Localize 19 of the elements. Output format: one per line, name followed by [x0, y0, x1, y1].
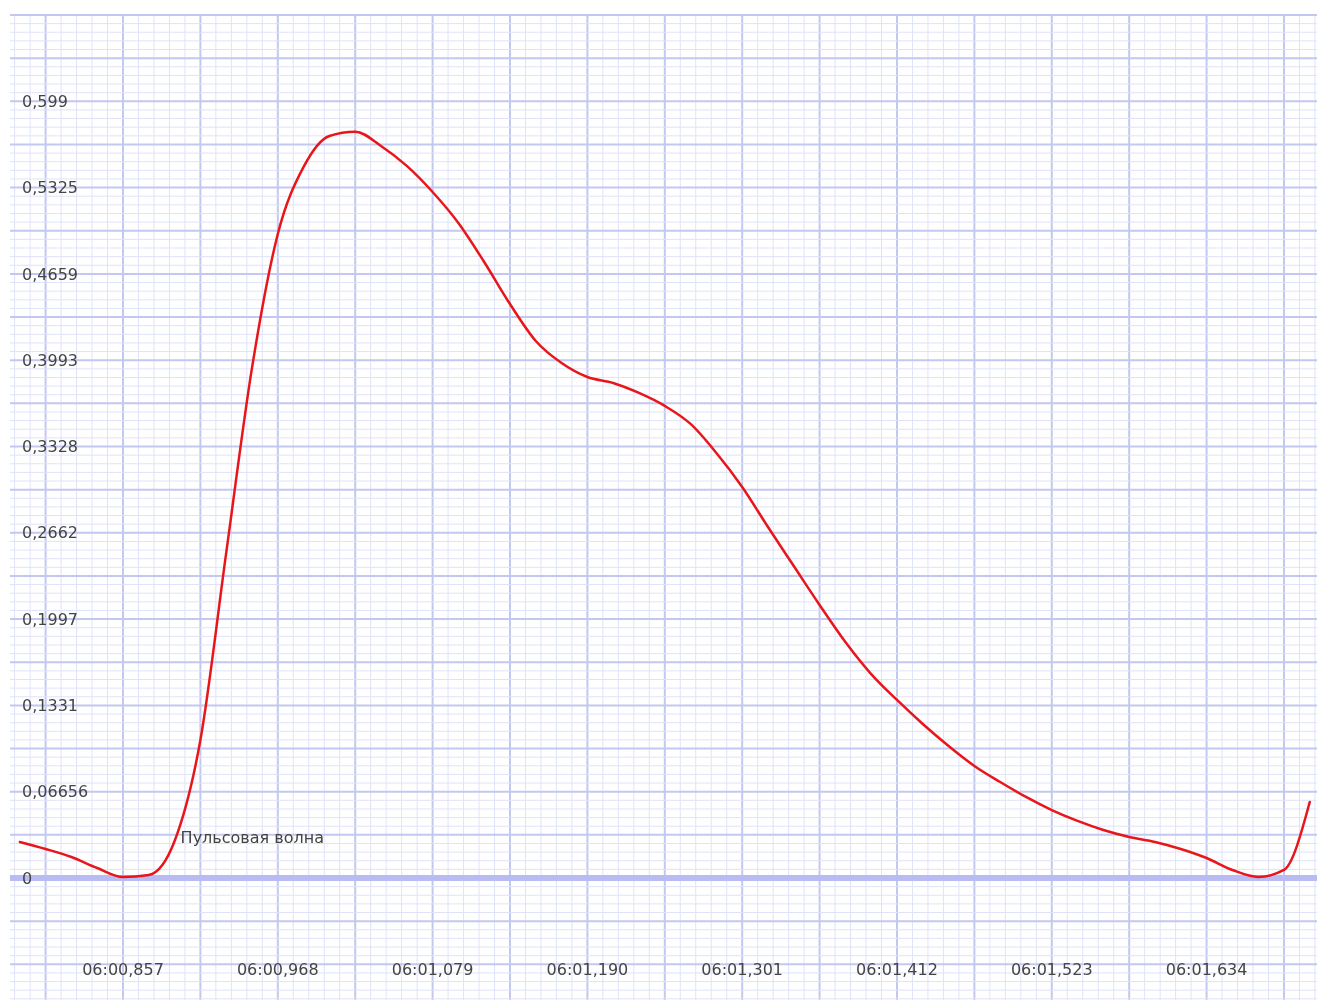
- x-tick-label: 06:01,412: [856, 959, 938, 979]
- x-tick-label: 06:01,301: [701, 959, 784, 979]
- y-tick-label: 0,3328: [22, 437, 78, 457]
- y-tick-label: 0,5325: [22, 178, 78, 198]
- x-tick-label: 06:00,857: [82, 959, 164, 979]
- x-tick-label: 06:01,634: [1165, 959, 1248, 979]
- y-tick-label: 0,1997: [22, 609, 78, 629]
- y-tick-label: 0,3993: [22, 350, 78, 370]
- y-tick-label: 0,1331: [22, 696, 78, 716]
- y-tick-label: 0: [22, 868, 33, 888]
- y-tick-label: 0,4659: [22, 264, 78, 284]
- series-label: Пульсовая волна: [180, 828, 325, 848]
- x-tick-label: 06:00,968: [236, 959, 319, 979]
- y-tick-label: 0,06656: [22, 782, 89, 802]
- y-tick-label: 0,2662: [22, 523, 78, 543]
- x-tick-label: 06:01,079: [391, 959, 474, 979]
- y-tick-label: 0,599: [22, 91, 68, 111]
- x-tick-label: 06:01,523: [1010, 959, 1093, 979]
- x-tick-label: 06:01,190: [546, 959, 629, 979]
